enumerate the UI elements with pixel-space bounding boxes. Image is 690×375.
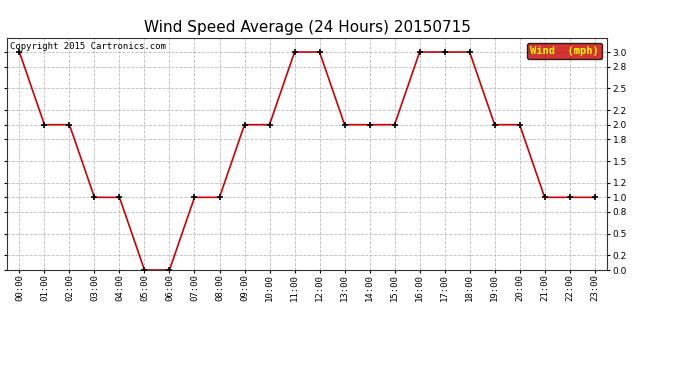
Legend: Wind  (mph): Wind (mph): [527, 43, 602, 59]
Title: Wind Speed Average (24 Hours) 20150715: Wind Speed Average (24 Hours) 20150715: [144, 20, 471, 35]
Text: Copyright 2015 Cartronics.com: Copyright 2015 Cartronics.com: [10, 42, 166, 51]
